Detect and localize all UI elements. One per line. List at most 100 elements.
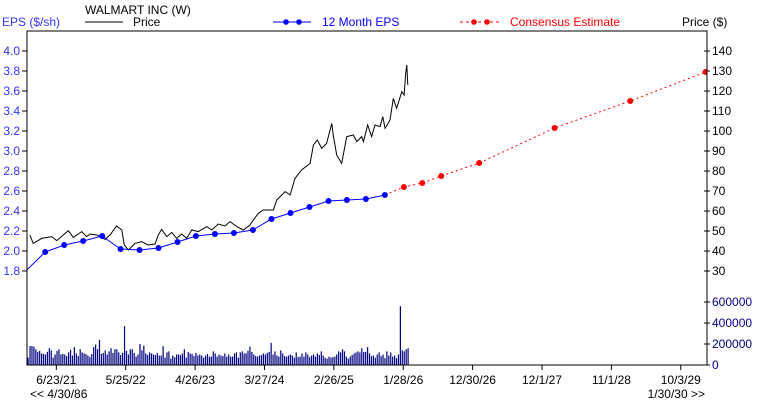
volume-bar [235,352,238,365]
date-tick-label: 2/26/25 [314,373,354,387]
legend-consensus-label: Consensus Estimate [510,15,620,29]
volume-bar [206,353,209,365]
volume-bar [330,357,332,365]
volume-bar [230,356,232,365]
volume-bar [328,356,330,365]
volume-bar [58,349,60,365]
volume-bar [141,350,143,365]
volume-bar [110,348,112,365]
price-tick-label: 90 [712,144,726,158]
volume-bar [114,349,116,365]
volume-bar [341,349,344,365]
volume-bar [249,346,251,365]
volume-bar [380,356,382,365]
volume-bar [62,353,64,365]
volume-bar [162,346,164,365]
volume-bar [370,356,373,365]
legend-eps-label: 12 Month EPS [322,15,399,29]
date-tick-label: 10/3/29 [661,373,701,387]
volume-bar [368,353,371,365]
chart-title: WALMART INC (W) [85,3,191,17]
eps-point [155,245,162,251]
volume-bar [89,357,91,365]
price-tick-label: 40 [712,244,726,258]
volume-bar [392,356,394,365]
consensus-point [627,98,634,104]
volume-bar [361,348,363,365]
price-tick-label: 100 [712,124,732,138]
volume-bar [393,355,396,365]
volume-bar [378,352,380,365]
volume-bar [33,346,35,365]
volume-bar [257,356,259,365]
price-tick-label: 60 [712,204,726,218]
volume-bar [87,355,89,365]
eps-point [80,238,87,244]
volume-bar [280,350,282,365]
volume-bar [282,353,284,365]
volume-bar [102,352,104,365]
price-axis: 140 130 120 110 100 90 80 70 60 50 40 30 [704,44,732,278]
volume-bar [85,353,87,365]
range-end-label[interactable]: 1/30/30 >> [648,387,705,401]
volume-bar [77,356,79,365]
volume-bar [334,356,336,365]
price-line [29,64,409,251]
legend-consensus-swatch [460,19,500,25]
volume-bar [365,351,367,365]
volume-bar [127,354,130,365]
volume-bar [307,354,309,365]
volume-bar [187,351,189,365]
volume-bar [60,354,62,365]
volume-bar [212,351,214,365]
eps-tick-label: 2.0 [3,244,20,258]
volume-bar [166,352,168,365]
volume-bar [66,356,68,365]
volume-bar [95,344,97,365]
volume-bar [129,349,131,365]
volume-bar [320,351,322,365]
eps-tick-label: 3.2 [3,124,20,138]
volume-bar [179,355,182,365]
eps-point [117,246,124,252]
volume-bar [345,356,347,365]
legend-price-label: Price [133,15,161,29]
volume-bar [210,356,212,365]
volume-bar [297,357,299,365]
eps-tick-label: 3.4 [3,104,20,118]
volume-bar [291,355,293,365]
volume-bars [27,306,409,365]
volume-tick-label: 600000 [712,295,752,309]
price-tick-label: 140 [712,44,732,58]
volume-bar [193,356,195,365]
volume-bar [35,349,37,365]
range-start-label[interactable]: << 4/30/86 [30,387,88,401]
eps-line [27,194,386,271]
volume-bar [355,352,357,365]
volume-bar [395,358,398,365]
volume-tick-label: 0 [712,358,719,372]
volume-bar [150,353,153,365]
volume-bar [79,349,81,365]
volume-bar [224,353,226,365]
volume-bar [160,355,162,365]
volume-bar [226,356,228,365]
volume-bar [123,326,126,365]
volume-bar [401,350,403,365]
volume-bar [347,358,349,365]
consensus-point [419,180,426,186]
chart-header: WALMART INC (W) EPS ($/sh) Price 12 Mont… [2,3,727,29]
date-tick-label: 11/1/28 [592,373,631,387]
volume-bar [195,352,197,365]
volume-bar [407,348,409,365]
volume-bar [158,355,160,365]
volume-bar [301,353,303,365]
volume-bar [56,350,58,365]
volume-bar [318,355,320,365]
eps-point [287,210,294,216]
volume-bar [164,357,166,365]
volume-bar [170,358,172,365]
eps-point [362,196,369,202]
volume-bar [268,351,270,365]
volume-bar [81,352,83,365]
